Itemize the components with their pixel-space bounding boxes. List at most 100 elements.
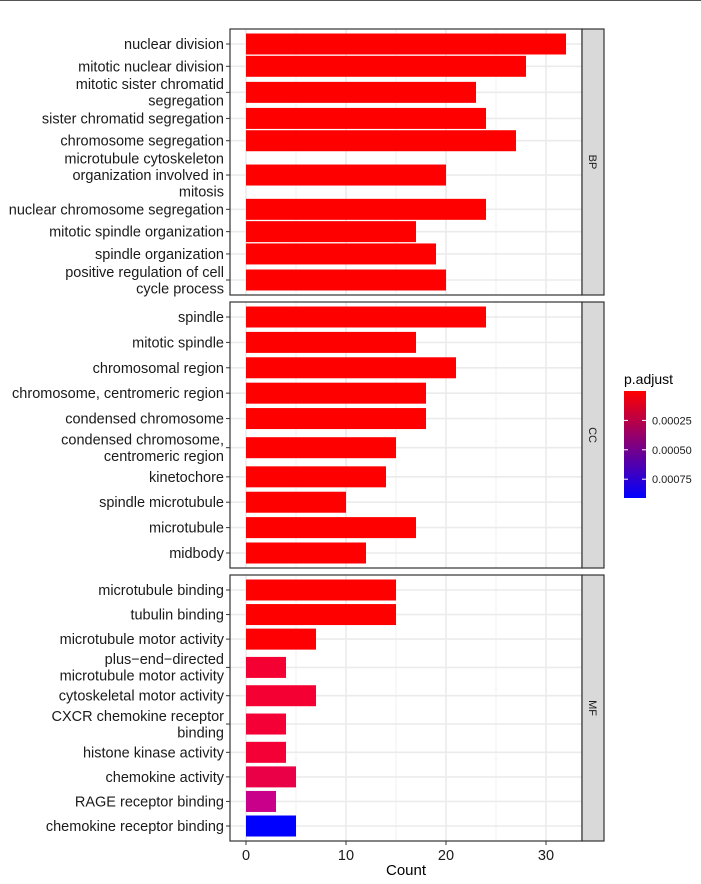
y-tick-label-line: condensed chromosome, xyxy=(61,432,224,448)
y-tick-label-line: midbody xyxy=(169,546,225,562)
y-tick-label-line: microtubule cytoskeleton xyxy=(64,152,224,168)
y-tick-label: chromosome, centromeric region xyxy=(12,386,224,402)
legend-tick-label: 0.00050 xyxy=(652,445,692,457)
y-tick-label-line: positive regulation of cell xyxy=(65,265,224,281)
y-tick-label-line: sister chromatid segregation xyxy=(42,111,224,127)
bar xyxy=(246,815,296,837)
bar xyxy=(246,685,316,707)
x-tick-label: 10 xyxy=(338,848,354,864)
y-tick-label: histone kinase activity xyxy=(83,745,225,761)
y-tick-label-line: microtubule binding xyxy=(98,583,224,599)
y-tick-label-line: mitosis xyxy=(179,185,224,201)
y-tick-label-line: centromeric region xyxy=(104,449,224,465)
y-tick-label-line: spindle xyxy=(178,310,224,326)
bar xyxy=(246,741,286,763)
y-tick-label: condensed chromosome xyxy=(65,412,224,428)
y-tick-label-line: spindle organization xyxy=(95,247,224,263)
y-tick-label-line: spindle microtubule xyxy=(99,495,224,511)
y-tick-label-line: nuclear chromosome segregation xyxy=(9,202,224,218)
x-tick-label: 30 xyxy=(538,848,554,864)
y-tick-label-line: chromosome segregation xyxy=(60,134,224,150)
legend-tick-label: 0.00025 xyxy=(652,415,692,427)
bar xyxy=(246,107,486,129)
facet-strip-label: BP xyxy=(586,155,598,170)
bar xyxy=(246,33,566,55)
y-tick-label-line: RAGE receptor binding xyxy=(75,794,224,810)
y-tick-label-line: histone kinase activity xyxy=(83,745,225,761)
x-tick-label: 20 xyxy=(438,848,454,864)
y-tick-label: chemokine activity xyxy=(106,770,225,786)
bar xyxy=(246,766,296,788)
y-tick-label: microtubule cytoskeleton organization inv… xyxy=(64,152,224,201)
y-tick-label: cytoskeletal motor activity xyxy=(59,689,225,705)
bar xyxy=(246,243,436,265)
y-tick-label-line: microtubule motor activity xyxy=(60,669,225,685)
bar xyxy=(246,130,516,152)
legend-title: p.adjust xyxy=(624,371,673,387)
bar xyxy=(246,408,426,430)
bar xyxy=(246,357,456,379)
facet-strip xyxy=(581,28,605,296)
x-tick-label: 0 xyxy=(242,848,250,864)
y-tick-label-line: microtubule xyxy=(149,521,224,537)
y-tick-label: microtubule xyxy=(149,521,224,537)
y-tick-label-line: nuclear division xyxy=(124,37,224,53)
bar xyxy=(246,81,476,103)
y-tick-label: positive regulation of cell cycle process xyxy=(65,265,224,298)
facet-strip-label: CC xyxy=(586,427,598,443)
y-tick-label: kinetochore xyxy=(149,470,224,486)
y-tick-label: mitotic spindle organization xyxy=(49,225,224,241)
y-tick-label: tubulin binding xyxy=(130,608,224,624)
y-tick-label: mitotic spindle xyxy=(132,335,224,351)
bar xyxy=(246,306,486,328)
y-tick-label: condensed chromosome, centromeric region xyxy=(61,432,224,465)
bar xyxy=(246,713,286,735)
y-tick-label-line: chromosomal region xyxy=(93,361,224,377)
y-tick-label-line: chemokine activity xyxy=(106,770,225,786)
y-tick-label: RAGE receptor binding xyxy=(75,794,224,810)
y-tick-label-line: mitotic nuclear division xyxy=(78,59,224,75)
y-tick-label-line: cycle process xyxy=(136,281,224,297)
y-tick-label: spindle organization xyxy=(95,247,224,263)
y-tick-label-line: CXCR chemokine receptor xyxy=(52,709,225,725)
facet-strip xyxy=(581,574,605,842)
facet-panel-cc: spindle mitotic spindle chromosomal region… xyxy=(12,301,605,569)
y-tick-label-line: condensed chromosome xyxy=(65,412,224,428)
bar xyxy=(246,656,286,678)
x-axis-label: Count xyxy=(386,862,427,879)
y-tick-label: CXCR chemokine receptor binding xyxy=(52,709,225,742)
facet-strip xyxy=(581,301,605,569)
y-tick-label: midbody xyxy=(169,546,225,562)
y-tick-label-line: binding xyxy=(177,725,224,741)
y-tick-label: nuclear chromosome segregation xyxy=(9,202,224,218)
bar xyxy=(246,164,446,186)
y-tick-label-line: plus−end−directed xyxy=(105,652,224,668)
bar xyxy=(246,628,316,650)
y-tick-label: spindle microtubule xyxy=(99,495,224,511)
bar xyxy=(246,269,446,291)
bar xyxy=(246,198,486,220)
bar xyxy=(246,491,346,513)
y-tick-label-line: mitotic spindle organization xyxy=(49,225,224,241)
bar xyxy=(246,221,416,243)
legend-tick-label: 0.00075 xyxy=(652,474,692,486)
y-tick-label: chromosomal region xyxy=(93,361,224,377)
legend-colorbar xyxy=(624,391,646,498)
bar xyxy=(246,382,426,404)
y-tick-label-line: mitotic spindle xyxy=(132,335,224,351)
y-tick-label-line: cytoskeletal motor activity xyxy=(59,689,225,705)
y-tick-label: chromosome segregation xyxy=(60,134,224,150)
y-tick-label: plus−end−directed microtubule motor activ… xyxy=(60,652,225,685)
y-tick-label: chemokine receptor binding xyxy=(46,819,224,835)
y-tick-label-line: segregation xyxy=(148,94,224,110)
facet-panel-mf: microtubule binding tubulin binding microt… xyxy=(46,574,605,842)
bar xyxy=(246,579,396,601)
bar xyxy=(246,437,396,459)
facet-panel-bp: nuclear division mitotic nuclear division… xyxy=(9,28,605,298)
top-border xyxy=(0,0,701,1)
bar xyxy=(246,517,416,539)
bar xyxy=(246,542,366,564)
y-tick-label-line: kinetochore xyxy=(149,470,224,486)
bar xyxy=(246,790,276,812)
